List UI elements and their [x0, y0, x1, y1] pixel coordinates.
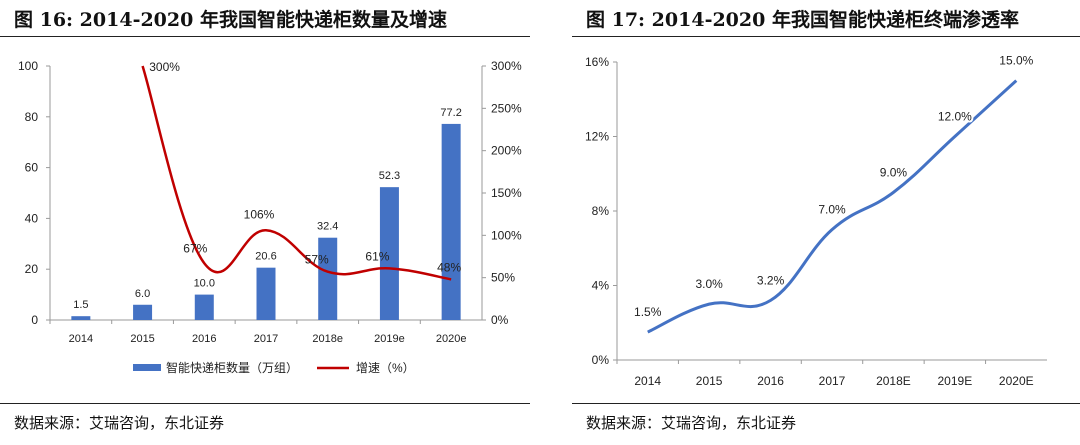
right-y-tick-label: 200%	[491, 144, 522, 158]
right-y-tick-label: 150%	[491, 186, 522, 200]
x-tick-label: 2015	[130, 333, 154, 345]
figure-17-chart: 0% 4% 8% 12% 16% 2014 2015 2016 2017 2018E 2019E 20…	[585, 52, 1047, 388]
right-y-tick-label: 100%	[491, 228, 522, 242]
penetration-line	[647, 79, 1018, 334]
penetration-data-label: 3.0%	[695, 277, 723, 291]
bar-data-label: 1.5	[73, 299, 88, 311]
x-tick-label: 2020e	[436, 333, 467, 345]
bar-data-label: 32.4	[317, 221, 338, 233]
penetration-data-label: 3.2%	[757, 273, 785, 287]
y-tick-label: 8%	[592, 204, 610, 218]
figure-17-title: 图 17: 2014-2020 年我国智能快递柜终端渗透率	[586, 9, 1019, 31]
x-tick-label: 2018e	[312, 333, 343, 345]
right-y-tick-label: 0%	[491, 313, 509, 327]
x-tick-label: 2020E	[999, 374, 1034, 388]
bar-data-label: 10.0	[194, 278, 215, 290]
right-y-tick-label: 300%	[491, 59, 522, 73]
x-tick-label: 2017	[819, 374, 846, 388]
penetration-data-label: 9.0%	[880, 165, 908, 179]
penetration-data-label: 12.0%	[938, 110, 972, 124]
y-tick-label: 12%	[585, 130, 609, 144]
x-tick-label: 2019e	[374, 333, 405, 345]
bar	[133, 304, 153, 320]
figure-16-top-rule	[0, 36, 530, 37]
bar-data-label: 6.0	[135, 288, 150, 300]
figure-16-title: 图 16: 2014-2020 年我国智能快递柜数量及增速	[14, 9, 447, 31]
x-tick-label: 2019E	[938, 374, 973, 388]
legend-line-label: 增速（%）	[356, 361, 415, 375]
penetration-data-label: 15.0%	[999, 54, 1033, 68]
figure-17: 图 17: 2014-2020 年我国智能快递柜终端渗透率 0% 4% 8% 12% 1…	[572, 0, 1080, 445]
x-tick-label: 2016	[757, 374, 784, 388]
y-tick-label: 4%	[592, 279, 610, 293]
y-tick-label: 16%	[585, 55, 609, 69]
penetration-data-label: 1.5%	[634, 305, 662, 319]
bar-data-label: 77.2	[440, 107, 461, 119]
growth-data-label: 106%	[244, 207, 275, 221]
bar	[318, 237, 338, 320]
left-y-tick-label: 100	[18, 59, 38, 73]
legend-bar-label: 智能快递柜数量（万组）	[166, 360, 298, 375]
left-y-tick-label: 80	[25, 110, 39, 124]
figure-16: 图 16: 2014-2020 年我国智能快递柜数量及增速 0 20 40 60 80 1…	[0, 0, 530, 445]
left-y-tick-label: 20	[25, 262, 39, 276]
growth-data-label: 67%	[183, 241, 207, 255]
figure-16-source: 数据来源：艾瑞咨询，东北证券	[14, 414, 225, 432]
growth-data-label: 61%	[365, 249, 389, 263]
bar	[379, 187, 399, 320]
right-y-tick-label: 50%	[491, 271, 515, 285]
right-y-tick-label: 250%	[491, 101, 522, 115]
bar	[441, 123, 461, 320]
left-y-tick-label: 40	[25, 211, 39, 225]
figure-17-source: 数据来源：艾瑞咨询，东北证券	[586, 414, 797, 432]
x-tick-label: 2017	[254, 333, 278, 345]
y-tick-label: 0%	[592, 353, 610, 367]
bar-data-label: 20.6	[255, 251, 276, 263]
figure-17-bottom-rule	[572, 403, 1080, 404]
growth-data-label: 300%	[149, 60, 180, 74]
penetration-data-label: 7.0%	[818, 203, 846, 217]
x-tick-label: 2016	[192, 333, 216, 345]
growth-line	[141, 65, 452, 281]
x-tick-label: 2015	[696, 374, 723, 388]
left-y-tick-label: 60	[25, 161, 39, 175]
x-tick-label: 2014	[69, 333, 93, 345]
figure-16-chart: 0 20 40 60 80 100 0% 50% 100% 150% 200% 250% 300% 201…	[18, 59, 522, 375]
legend-bar-swatch	[133, 364, 161, 371]
left-y-tick-label: 0	[31, 313, 38, 327]
growth-data-label: 57%	[305, 253, 329, 267]
figure-17-top-rule	[572, 36, 1080, 37]
growth-data-label: 48%	[437, 260, 461, 274]
figure-16-bottom-rule	[0, 403, 530, 404]
bar	[71, 316, 91, 320]
bar	[194, 294, 214, 320]
x-tick-label: 2018E	[876, 374, 911, 388]
bar-data-label: 52.3	[379, 170, 400, 182]
bar	[256, 267, 276, 320]
x-tick-label: 2014	[634, 374, 661, 388]
